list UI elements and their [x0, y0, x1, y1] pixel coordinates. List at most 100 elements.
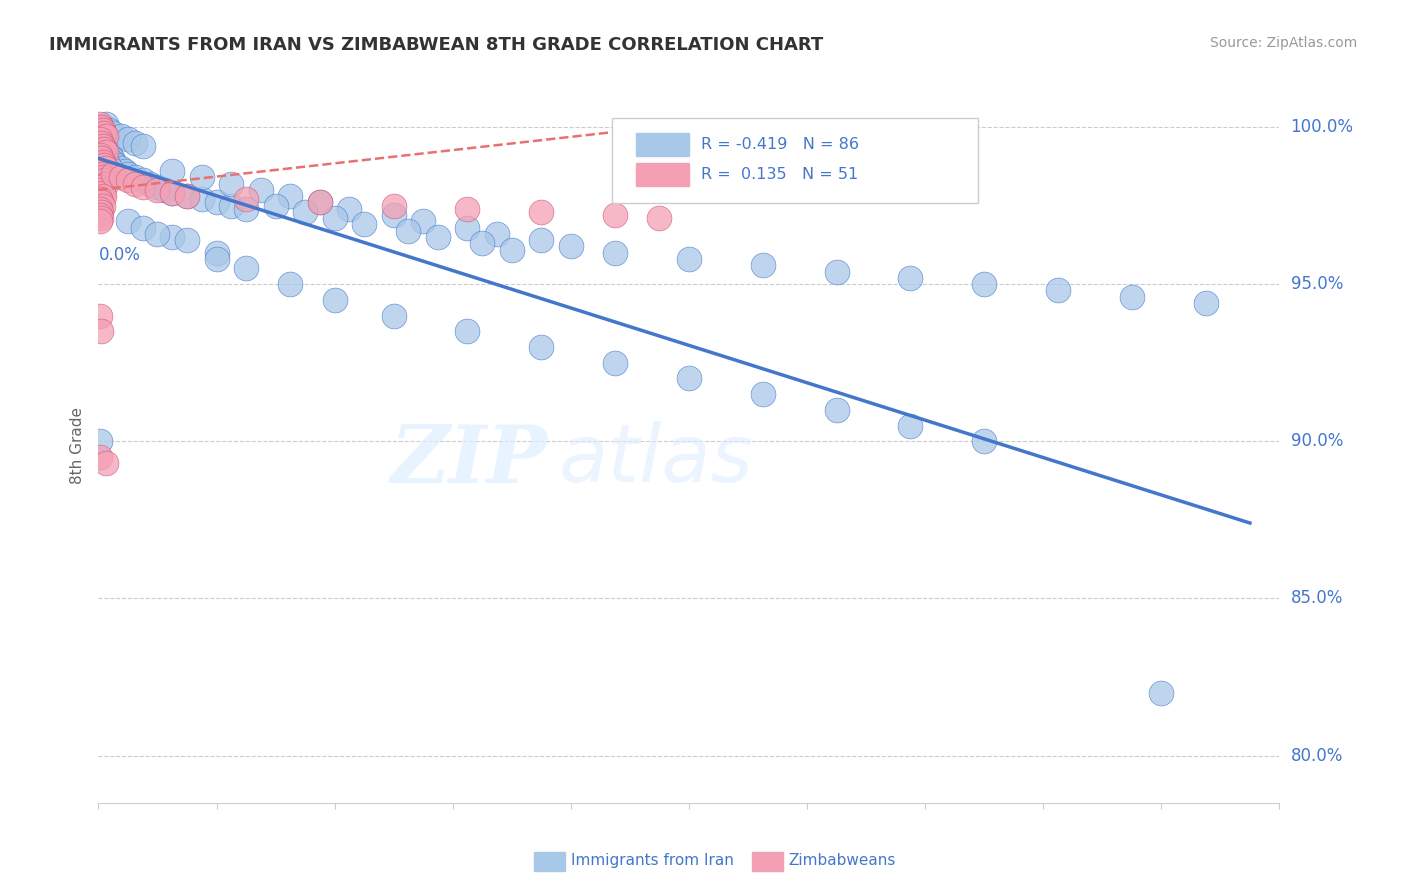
Point — [89, 132, 111, 146]
Point — [678, 371, 700, 385]
Point — [337, 202, 360, 216]
Text: ZIP: ZIP — [391, 422, 547, 499]
Point — [1121, 290, 1143, 304]
Point — [825, 402, 848, 417]
Point — [132, 173, 155, 187]
Point — [678, 252, 700, 266]
Point — [309, 195, 332, 210]
Point — [90, 324, 112, 338]
Point — [91, 132, 114, 146]
Point — [412, 214, 434, 228]
Point — [456, 324, 478, 338]
Point — [93, 136, 115, 150]
Point — [900, 270, 922, 285]
Point — [93, 148, 115, 162]
Point — [323, 211, 346, 225]
Point — [501, 243, 523, 257]
Point — [153, 183, 176, 197]
Point — [456, 220, 478, 235]
Text: 95.0%: 95.0% — [1291, 275, 1343, 293]
Point — [91, 120, 114, 134]
Bar — [636, 133, 689, 155]
Point — [93, 158, 115, 172]
Point — [205, 195, 228, 210]
Point — [91, 170, 114, 185]
Point — [110, 129, 132, 144]
Text: R = -0.419   N = 86: R = -0.419 N = 86 — [700, 136, 859, 152]
Point — [90, 167, 112, 181]
Point — [973, 277, 995, 292]
Point — [100, 152, 122, 166]
Point — [382, 309, 405, 323]
Point — [90, 204, 112, 219]
Point — [382, 208, 405, 222]
Point — [103, 126, 125, 140]
Point — [90, 120, 112, 134]
Point — [1150, 686, 1173, 700]
Point — [124, 177, 146, 191]
Point — [132, 220, 155, 235]
Point — [751, 258, 773, 272]
Point — [124, 170, 146, 185]
Point — [486, 227, 509, 241]
Point — [1046, 284, 1069, 298]
Point — [97, 145, 120, 159]
Point — [973, 434, 995, 449]
Point — [91, 123, 114, 137]
Point — [94, 161, 117, 175]
Point — [93, 142, 115, 156]
Y-axis label: 8th Grade: 8th Grade — [70, 408, 86, 484]
Text: 90.0%: 90.0% — [1291, 433, 1343, 450]
Point — [90, 211, 112, 225]
Bar — [636, 162, 689, 186]
Point — [605, 208, 627, 222]
Point — [900, 418, 922, 433]
Text: 0.0%: 0.0% — [98, 246, 141, 264]
Point — [250, 183, 273, 197]
Point — [90, 126, 112, 140]
Point — [278, 189, 302, 203]
Point — [110, 170, 132, 185]
Point — [103, 154, 125, 169]
Point — [89, 214, 111, 228]
Point — [89, 117, 111, 131]
Point — [94, 117, 117, 131]
Point — [94, 129, 117, 144]
Point — [90, 152, 112, 166]
Point — [309, 195, 332, 210]
Point — [89, 179, 111, 194]
Point — [103, 167, 125, 181]
Point — [97, 123, 120, 137]
Point — [323, 293, 346, 307]
Point — [94, 145, 117, 159]
Point — [94, 138, 117, 153]
Point — [90, 195, 112, 210]
Point — [382, 198, 405, 212]
Point — [96, 142, 118, 156]
Point — [91, 154, 114, 169]
Point — [235, 202, 257, 216]
Point — [98, 148, 121, 162]
Point — [124, 136, 146, 150]
Text: R =  0.135   N = 51: R = 0.135 N = 51 — [700, 167, 858, 182]
Text: 100.0%: 100.0% — [1291, 118, 1354, 136]
Point — [114, 164, 136, 178]
Point — [90, 136, 112, 150]
Point — [530, 233, 553, 247]
Point — [117, 173, 139, 187]
Point — [146, 227, 169, 241]
Point — [825, 264, 848, 278]
Point — [353, 218, 375, 232]
Point — [162, 164, 183, 178]
Point — [176, 189, 198, 203]
Point — [96, 154, 118, 169]
Point — [91, 138, 114, 153]
Point — [132, 179, 155, 194]
Point — [264, 198, 287, 212]
Point — [278, 277, 302, 292]
Point — [139, 177, 162, 191]
Text: Zimbabweans: Zimbabweans — [789, 854, 896, 868]
Point — [176, 189, 198, 203]
Point — [219, 177, 242, 191]
Point — [89, 148, 111, 162]
